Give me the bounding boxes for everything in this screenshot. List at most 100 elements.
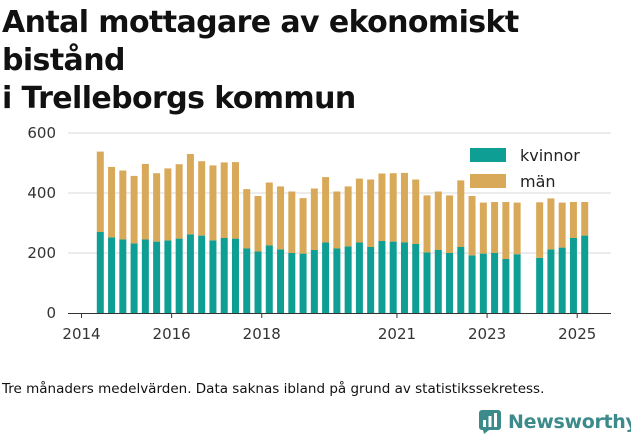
bar-kvinnor	[468, 255, 476, 313]
legend-swatch-man	[470, 174, 506, 188]
bar-kvinnor	[446, 253, 454, 313]
bar-man	[310, 188, 318, 250]
bar-man	[502, 202, 510, 259]
bar-man	[389, 173, 397, 242]
bar-kvinnor	[288, 253, 296, 313]
bar-kvinnor	[220, 238, 228, 313]
bar-man	[175, 164, 183, 239]
bar-kvinnor	[344, 246, 352, 313]
footnote: Tre månaders medelvärden. Data saknas ib…	[2, 381, 545, 397]
bar-kvinnor	[231, 238, 239, 313]
bar-kvinnor	[502, 259, 510, 313]
x-axis: 2014 2016 2018 2021 2023 2025	[62, 313, 611, 343]
bar-man	[457, 180, 465, 247]
bar-man	[344, 186, 352, 247]
bars	[96, 151, 589, 313]
bar-kvinnor	[423, 252, 431, 313]
y-tick-label: 200	[27, 244, 56, 262]
bar-kvinnor	[153, 241, 161, 313]
bar-man	[355, 178, 363, 243]
bar-kvinnor	[322, 242, 330, 313]
bar-man	[569, 202, 577, 238]
bar-man	[277, 186, 285, 250]
bar-kvinnor	[479, 253, 487, 313]
bar-man	[479, 202, 487, 254]
bar-kvinnor	[175, 238, 183, 313]
bar-man	[198, 161, 206, 236]
bar-man	[547, 198, 555, 250]
legend-label: män	[520, 172, 556, 191]
bar-kvinnor	[367, 247, 375, 313]
bar-man	[209, 165, 217, 241]
bar-kvinnor	[141, 239, 149, 313]
bar-kvinnor	[378, 241, 386, 313]
x-tick-label: 2025	[558, 325, 596, 343]
bar-man	[108, 166, 116, 238]
y-tick-label: 600	[27, 124, 56, 142]
bar-man	[288, 191, 296, 253]
chart-title: Antal mottagare av ekonomiskt bistånd i …	[2, 4, 629, 118]
bar-man	[243, 189, 251, 249]
bar-kvinnor	[209, 240, 217, 313]
bar-man	[378, 173, 386, 241]
bar-kvinnor	[130, 243, 138, 313]
bar-kvinnor	[243, 248, 251, 313]
brand-name: Newsworthy	[508, 411, 631, 433]
bar-kvinnor	[412, 244, 420, 313]
bar-man	[491, 202, 499, 253]
bar-kvinnor	[198, 235, 206, 313]
bar-man	[513, 202, 521, 255]
bar-man	[581, 202, 589, 236]
bar-kvinnor	[355, 242, 363, 313]
bar-man	[130, 175, 138, 244]
x-tick-label: 2016	[153, 325, 191, 343]
bar-man	[186, 154, 194, 235]
bar-man	[265, 182, 273, 246]
bar-kvinnor	[389, 241, 397, 313]
y-tick-label: 400	[27, 184, 56, 202]
x-tick-label: 2021	[378, 325, 416, 343]
chart-title-line-1: Antal mottagare av ekonomiskt bistånd	[2, 5, 519, 78]
bar-man	[119, 170, 127, 240]
x-tick-label: 2014	[62, 325, 100, 343]
bar-man	[468, 196, 476, 256]
bar-kvinnor	[569, 238, 577, 313]
newsworthy-logo-icon	[479, 410, 501, 434]
bar-man	[367, 179, 375, 247]
y-axis: 0 200 400 600	[27, 124, 56, 322]
bar-man	[400, 172, 408, 243]
bar-kvinnor	[277, 249, 285, 313]
bar-man	[322, 177, 330, 243]
bar-man	[153, 173, 161, 242]
chart-title-line-2: i Trelleborgs kommun	[2, 81, 356, 116]
bar-kvinnor	[536, 257, 544, 313]
bar-man	[231, 162, 239, 239]
bar-man	[423, 195, 431, 253]
bar-man	[434, 191, 442, 250]
bar-kvinnor	[186, 234, 194, 313]
bar-man	[220, 162, 228, 238]
bar-kvinnor	[310, 250, 318, 313]
bar-kvinnor	[265, 245, 273, 313]
bar-kvinnor	[400, 242, 408, 313]
bar-kvinnor	[108, 237, 116, 313]
x-tick-label: 2023	[468, 325, 506, 343]
bar-kvinnor	[164, 240, 172, 313]
legend: kvinnor män	[470, 146, 580, 191]
bar-kvinnor	[299, 253, 307, 313]
bar-man	[96, 151, 104, 232]
bar-man	[141, 163, 149, 240]
bar-kvinnor	[581, 235, 589, 313]
bar-man	[299, 198, 307, 254]
x-tick-label: 2018	[243, 325, 281, 343]
bar-man	[446, 195, 454, 253]
bar-man	[164, 168, 172, 241]
bar-kvinnor	[457, 247, 465, 313]
bar-kvinnor	[491, 253, 499, 313]
y-tick-label: 0	[46, 304, 56, 322]
brand-logo: Newsworthy	[478, 408, 631, 436]
bar-kvinnor	[547, 249, 555, 313]
bar-kvinnor	[333, 248, 341, 313]
bar-kvinnor	[434, 250, 442, 313]
bar-man	[254, 196, 262, 252]
